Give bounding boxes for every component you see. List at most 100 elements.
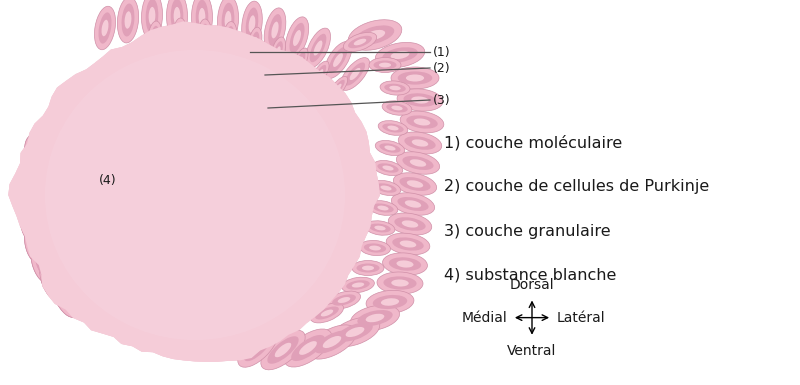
Ellipse shape xyxy=(382,253,427,275)
Ellipse shape xyxy=(371,181,401,196)
Ellipse shape xyxy=(365,221,395,235)
Ellipse shape xyxy=(293,30,301,46)
Ellipse shape xyxy=(222,325,248,355)
Ellipse shape xyxy=(381,186,391,191)
Ellipse shape xyxy=(333,53,343,67)
Ellipse shape xyxy=(386,233,430,255)
Ellipse shape xyxy=(402,156,434,170)
Ellipse shape xyxy=(386,104,408,112)
Text: (3): (3) xyxy=(433,94,450,107)
Ellipse shape xyxy=(270,37,286,67)
Ellipse shape xyxy=(20,159,40,197)
Ellipse shape xyxy=(275,46,281,58)
Ellipse shape xyxy=(44,265,60,295)
Ellipse shape xyxy=(228,32,232,44)
Ellipse shape xyxy=(315,306,339,320)
Ellipse shape xyxy=(176,23,184,47)
Ellipse shape xyxy=(385,146,395,151)
Ellipse shape xyxy=(375,183,397,192)
Ellipse shape xyxy=(246,8,258,40)
Ellipse shape xyxy=(410,159,426,167)
Ellipse shape xyxy=(328,77,348,100)
Ellipse shape xyxy=(374,226,386,230)
Ellipse shape xyxy=(173,18,187,52)
Ellipse shape xyxy=(226,26,234,50)
Ellipse shape xyxy=(27,215,33,229)
Ellipse shape xyxy=(261,330,305,370)
Ellipse shape xyxy=(146,0,158,33)
Ellipse shape xyxy=(324,42,352,79)
Text: 2) couche de cellules de Purkinje: 2) couche de cellules de Purkinje xyxy=(444,179,710,194)
Ellipse shape xyxy=(207,321,219,337)
Ellipse shape xyxy=(94,6,115,50)
Ellipse shape xyxy=(372,203,394,213)
Ellipse shape xyxy=(398,71,432,85)
Ellipse shape xyxy=(197,308,230,350)
PathPatch shape xyxy=(8,21,380,362)
Ellipse shape xyxy=(357,263,379,273)
Ellipse shape xyxy=(317,69,323,79)
Ellipse shape xyxy=(348,36,372,48)
Ellipse shape xyxy=(69,166,82,194)
Ellipse shape xyxy=(70,195,74,205)
Ellipse shape xyxy=(223,22,237,54)
Ellipse shape xyxy=(369,246,381,251)
Ellipse shape xyxy=(149,7,155,25)
PathPatch shape xyxy=(8,21,380,362)
Ellipse shape xyxy=(191,0,213,41)
Ellipse shape xyxy=(24,208,36,236)
Ellipse shape xyxy=(399,177,430,191)
Ellipse shape xyxy=(346,327,364,337)
Ellipse shape xyxy=(27,215,33,229)
Ellipse shape xyxy=(48,272,56,288)
Ellipse shape xyxy=(27,171,33,185)
Ellipse shape xyxy=(24,208,36,236)
Ellipse shape xyxy=(25,223,46,263)
Ellipse shape xyxy=(334,84,342,92)
Ellipse shape xyxy=(20,159,40,197)
Ellipse shape xyxy=(150,26,159,50)
Ellipse shape xyxy=(228,332,242,348)
Ellipse shape xyxy=(35,247,49,277)
Text: Dorsal: Dorsal xyxy=(510,278,554,291)
Ellipse shape xyxy=(20,203,40,241)
Ellipse shape xyxy=(217,320,254,360)
Ellipse shape xyxy=(56,281,74,311)
Ellipse shape xyxy=(350,305,399,331)
Ellipse shape xyxy=(346,280,370,290)
Ellipse shape xyxy=(375,42,425,68)
Ellipse shape xyxy=(27,171,33,185)
Ellipse shape xyxy=(250,340,266,355)
Ellipse shape xyxy=(39,259,65,301)
Text: Ventral: Ventral xyxy=(507,344,557,358)
Ellipse shape xyxy=(170,0,183,33)
Ellipse shape xyxy=(249,15,255,33)
Ellipse shape xyxy=(253,37,258,49)
Ellipse shape xyxy=(24,164,36,192)
Ellipse shape xyxy=(311,61,329,87)
Text: 3) couche granulaire: 3) couche granulaire xyxy=(444,224,610,238)
Ellipse shape xyxy=(274,343,291,357)
Ellipse shape xyxy=(405,200,422,208)
Ellipse shape xyxy=(370,224,390,233)
Ellipse shape xyxy=(22,186,34,214)
Ellipse shape xyxy=(25,193,31,207)
Ellipse shape xyxy=(68,206,80,233)
Ellipse shape xyxy=(51,275,78,317)
Ellipse shape xyxy=(29,229,42,257)
Ellipse shape xyxy=(56,281,74,311)
Ellipse shape xyxy=(98,12,111,44)
Ellipse shape xyxy=(290,23,305,53)
Ellipse shape xyxy=(29,141,42,169)
Ellipse shape xyxy=(286,17,309,59)
Ellipse shape xyxy=(397,89,443,111)
Ellipse shape xyxy=(44,265,60,295)
Ellipse shape xyxy=(31,147,38,162)
Ellipse shape xyxy=(412,139,428,147)
Ellipse shape xyxy=(29,141,42,169)
Ellipse shape xyxy=(29,229,42,257)
Ellipse shape xyxy=(71,170,79,190)
Ellipse shape xyxy=(72,215,76,225)
Ellipse shape xyxy=(322,336,342,348)
Ellipse shape xyxy=(250,32,259,54)
